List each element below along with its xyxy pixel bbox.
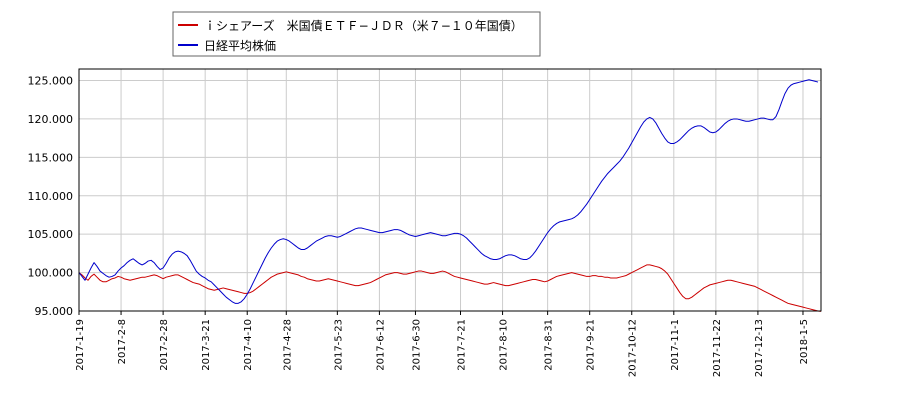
x-tick-label: 2017-8-10 [499, 319, 510, 371]
x-tick-label: 2017-10-12 [628, 319, 639, 377]
y-axis: 95.000 100.000 105.000 110.000 115.000 120.00… [28, 75, 74, 318]
x-axis: 2017-1-19 2017-2-8 2017-2-28 2017-3-21 2017-… [75, 311, 810, 377]
x-tick-label: 2017-2-8 [117, 319, 128, 364]
plot-frame [78, 68, 822, 312]
x-tick-label: 2017-12-13 [754, 319, 765, 377]
y-tick-label: 105.000 [28, 228, 74, 241]
x-tick-label: 2017-1-19 [75, 319, 86, 371]
y-tick-label: 110.000 [28, 190, 74, 203]
y-tick-label: 95.000 [35, 305, 74, 318]
y-tick-label: 125.000 [28, 75, 74, 88]
x-tick-label: 2017-11-1 [670, 319, 681, 371]
legend-label-nikkei: 日経平均株価 [204, 38, 276, 53]
legend-label-treasury-etf: ｉシェアーズ 米国債ＥＴＦ−ＪＤＲ（米７−１０年国債） [204, 18, 523, 33]
x-tick-label: 2017-5-23 [333, 319, 344, 371]
x-tick-label: 2017-7-21 [457, 319, 468, 371]
legend-box [172, 11, 541, 57]
series-line-treasury-etf [78, 264, 822, 312]
series-line-nikkei [78, 79, 819, 304]
x-tick-label: 2017-6-12 [375, 319, 386, 371]
x-tick-label: 2017-3-21 [201, 319, 212, 371]
x-tick-label: 2018-1-5 [799, 319, 810, 364]
x-tick-label: 2017-8-31 [544, 319, 555, 371]
y-tick-label: 120.000 [28, 113, 74, 126]
x-tick-label: 2017-11-22 [712, 319, 723, 377]
x-tick-label: 2017-2-28 [159, 319, 170, 371]
x-tick-label: 2017-4-28 [282, 319, 293, 371]
y-tick-label: 115.000 [28, 151, 74, 164]
series-group [78, 79, 822, 312]
y-tick-label: 100.000 [28, 267, 74, 280]
legend: ｉシェアーズ 米国債ＥＴＦ−ＪＤＲ（米７−１０年国債） 日経平均株価 [172, 11, 541, 57]
x-tick-label: 2017-4-10 [243, 319, 254, 371]
x-tick-label: 2017-6-30 [411, 319, 422, 371]
x-tick-label: 2017-9-21 [586, 319, 597, 371]
grid [78, 69, 821, 312]
